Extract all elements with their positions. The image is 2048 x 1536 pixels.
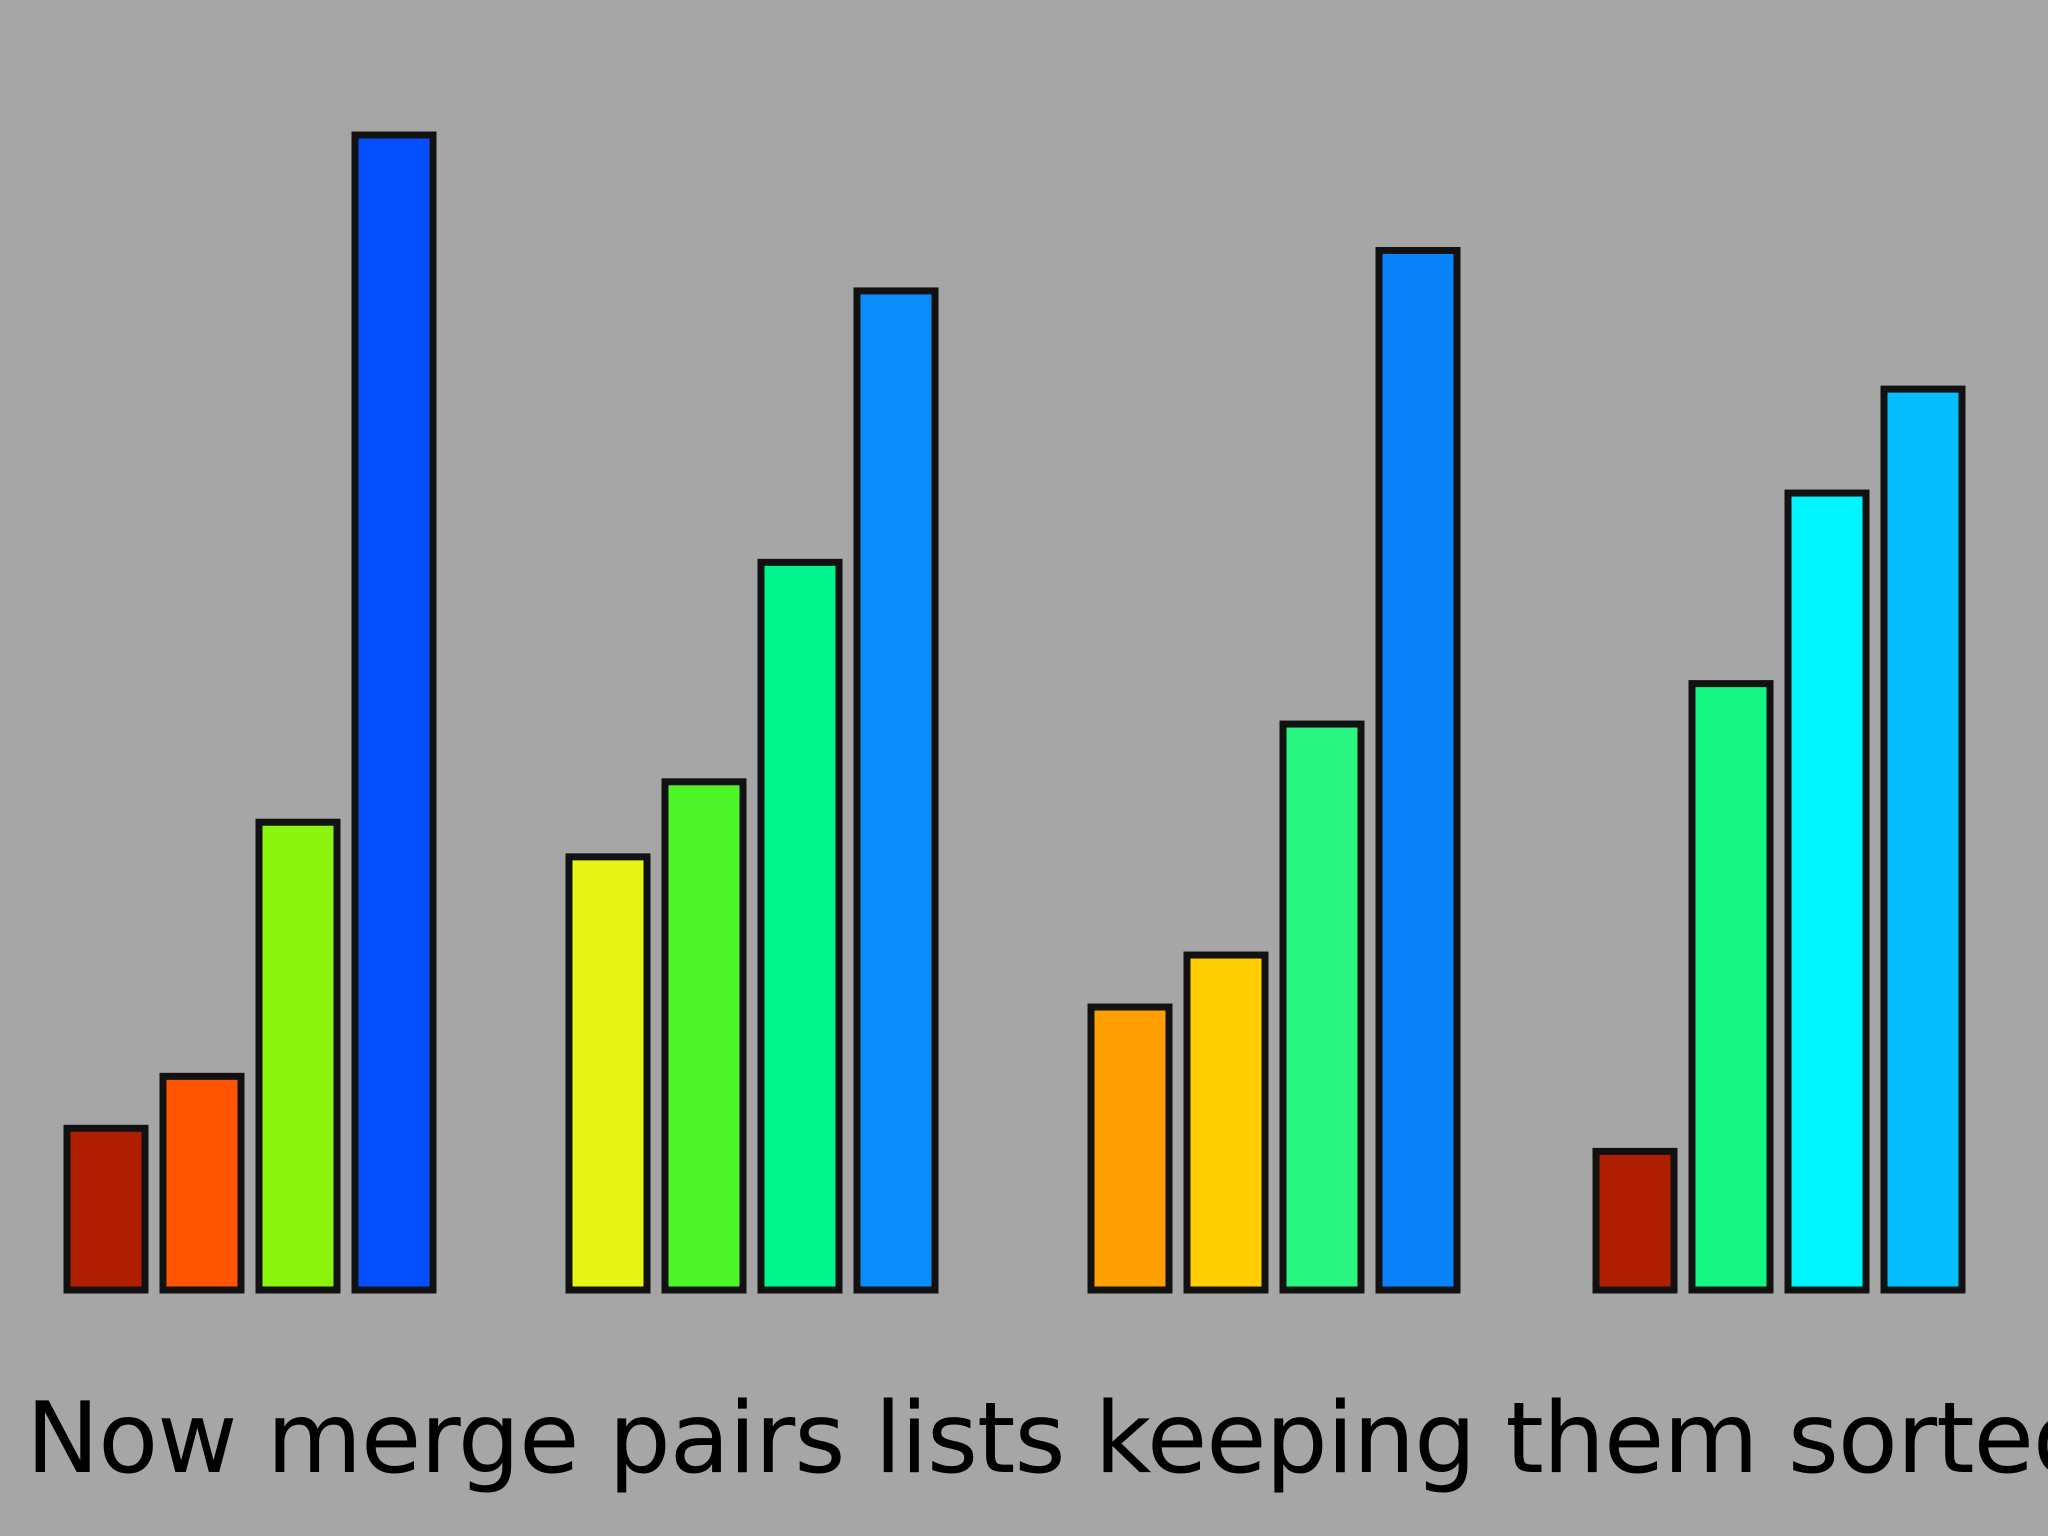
bar-2-3 xyxy=(757,558,843,1294)
bar-2-1 xyxy=(565,853,651,1294)
bar-group-4 xyxy=(1592,385,1966,1294)
bar-4-3 xyxy=(1784,489,1870,1294)
bar-1-2 xyxy=(159,1072,245,1294)
bar-1-1 xyxy=(63,1124,149,1294)
bar-4-2 xyxy=(1688,680,1774,1294)
bar-3-4 xyxy=(1375,247,1461,1294)
bar-1-4 xyxy=(351,131,437,1294)
bar-1-3 xyxy=(255,818,341,1294)
slide-caption: Now merge pairs lists keeping them sorte… xyxy=(26,1382,2048,1496)
bar-3-3 xyxy=(1279,720,1365,1294)
bar-group-2 xyxy=(565,287,939,1294)
bar-4-1 xyxy=(1592,1147,1678,1294)
bar-2-2 xyxy=(661,778,747,1294)
bar-3-2 xyxy=(1183,951,1269,1294)
bar-group-1 xyxy=(63,131,437,1294)
bar-4-4 xyxy=(1880,385,1966,1294)
bar-3-1 xyxy=(1087,1003,1173,1294)
bar-chart xyxy=(63,131,1966,1294)
bar-group-3 xyxy=(1087,247,1461,1294)
bar-2-4 xyxy=(853,287,939,1294)
